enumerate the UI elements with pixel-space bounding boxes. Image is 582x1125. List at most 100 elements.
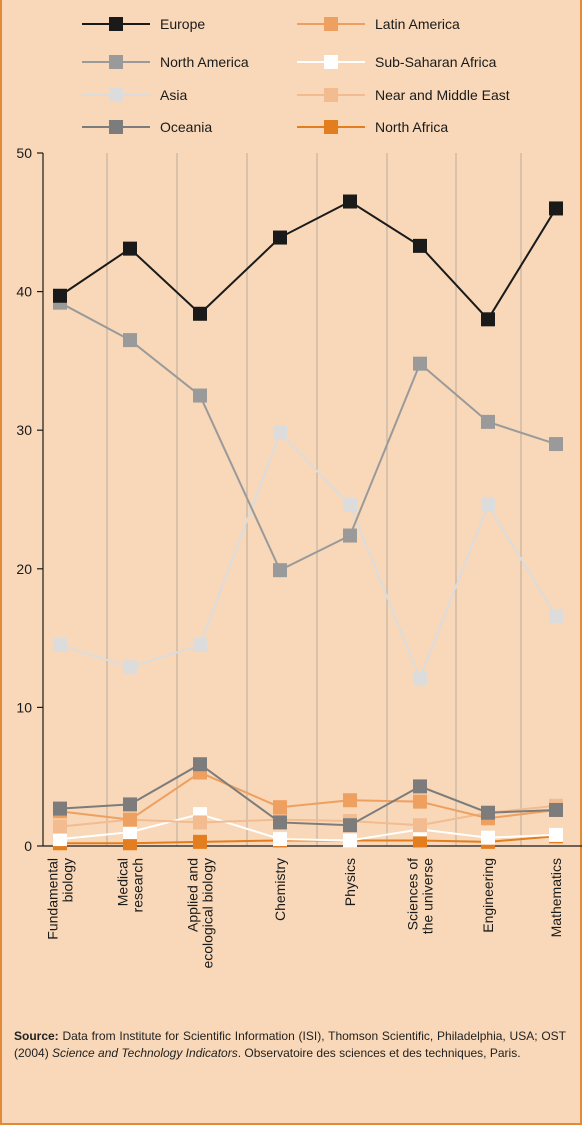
x-tick-label-line: ecological biology [200, 858, 216, 969]
legend-marker [109, 55, 123, 69]
x-tick-label: Mathematics [548, 858, 564, 937]
data-point [413, 833, 427, 848]
y-tick-label: 20 [16, 561, 32, 577]
series-line [59, 771, 557, 821]
x-tick-label: Chemistry [272, 858, 288, 921]
data-point [549, 201, 563, 216]
data-point [481, 414, 495, 429]
data-point [193, 834, 207, 849]
legend-marker [109, 120, 123, 134]
legend-item: Oceania [82, 119, 212, 135]
line-chart: 0 10 20 30 40 50 Fundamental biology Medical rese… [16, 16, 582, 969]
legend-item: North Africa [297, 119, 448, 135]
legend-marker [324, 120, 338, 134]
data-point [123, 660, 137, 675]
data-point [53, 832, 67, 847]
legend-label: Near and Middle East [375, 87, 510, 103]
x-tick-label: Applied and ecological biology [185, 858, 216, 969]
data-point [343, 833, 357, 848]
data-point [343, 498, 357, 513]
data-point [343, 194, 357, 209]
x-tick-label-line: biology [60, 858, 76, 902]
legend-label: Europe [160, 16, 205, 32]
legend-item: Sub-Saharan Africa [297, 54, 497, 70]
data-point [123, 825, 137, 840]
y-tick-label: 40 [16, 284, 32, 300]
x-tick-label: Physics [342, 858, 358, 906]
source-label: Source: [14, 1029, 59, 1043]
data-point [413, 238, 427, 253]
x-tick-label-line: Sciences of [405, 858, 421, 930]
series-line [59, 431, 557, 681]
x-tick-label-line: Engineering [480, 858, 496, 933]
x-tick-label: Engineering [480, 858, 496, 933]
data-point [123, 333, 137, 348]
data-point [53, 801, 67, 816]
x-tick-label-line: Fundamental [45, 858, 61, 940]
legend-item: Europe [82, 16, 205, 32]
data-point [413, 818, 427, 833]
data-point [343, 793, 357, 808]
series-line [59, 301, 557, 572]
source-text-2: . Observatoire des sciences et des techn… [237, 1046, 521, 1060]
x-tick-label-line: research [130, 858, 146, 912]
y-tick-label: 10 [16, 699, 32, 715]
legend-marker [324, 55, 338, 69]
series-sub-saharan-africa [53, 807, 563, 848]
data-point [413, 794, 427, 809]
data-point [53, 819, 67, 834]
legend-item: Asia [82, 87, 187, 103]
legend-item: Near and Middle East [297, 87, 510, 103]
legend-label: North America [160, 54, 249, 70]
legend-marker [324, 17, 338, 31]
legend-marker [109, 17, 123, 31]
data-point [193, 757, 207, 772]
data-point [273, 425, 287, 440]
data-point [481, 312, 495, 327]
data-point [343, 818, 357, 833]
data-point [343, 528, 357, 543]
x-tick-label-line: Applied and [185, 858, 201, 932]
data-point [481, 498, 495, 513]
y-tick-label: 50 [16, 145, 32, 161]
legend-label: North Africa [375, 119, 448, 135]
data-point [273, 563, 287, 578]
x-tick-label: Sciences of the universe [405, 858, 436, 934]
data-point [53, 288, 67, 303]
data-point [123, 836, 137, 851]
legend-label: Asia [160, 87, 187, 103]
data-point [123, 241, 137, 256]
series-north-america [53, 295, 563, 578]
data-point [549, 802, 563, 817]
series-line [59, 200, 557, 321]
x-tick-label-line: Medical [115, 858, 131, 906]
data-point [549, 437, 563, 452]
data-point [481, 805, 495, 820]
y-tick-label: 30 [16, 422, 32, 438]
series-asia [53, 425, 563, 686]
x-tick-label-line: Chemistry [272, 858, 288, 921]
data-point [123, 812, 137, 827]
data-point [413, 356, 427, 371]
data-point [193, 388, 207, 403]
data-point [481, 830, 495, 845]
data-point [549, 608, 563, 623]
data-point [193, 306, 207, 321]
source-note: Source: Data from Institute for Scientif… [14, 1028, 566, 1062]
data-point [549, 827, 563, 842]
x-tick-label: Fundamental biology [45, 858, 76, 940]
legend-label: Sub-Saharan Africa [375, 54, 497, 70]
legend-label: Oceania [160, 119, 212, 135]
data-point [273, 815, 287, 830]
x-tick-label-line: Physics [342, 858, 358, 906]
legend-item: Latin America [297, 16, 460, 32]
data-point [273, 230, 287, 245]
data-point [413, 779, 427, 794]
data-point [193, 638, 207, 653]
data-point [123, 797, 137, 812]
x-tick-label-line: Mathematics [548, 858, 564, 937]
legend-marker [324, 88, 338, 102]
data-point [273, 832, 287, 847]
legend-item: North America [82, 54, 249, 70]
